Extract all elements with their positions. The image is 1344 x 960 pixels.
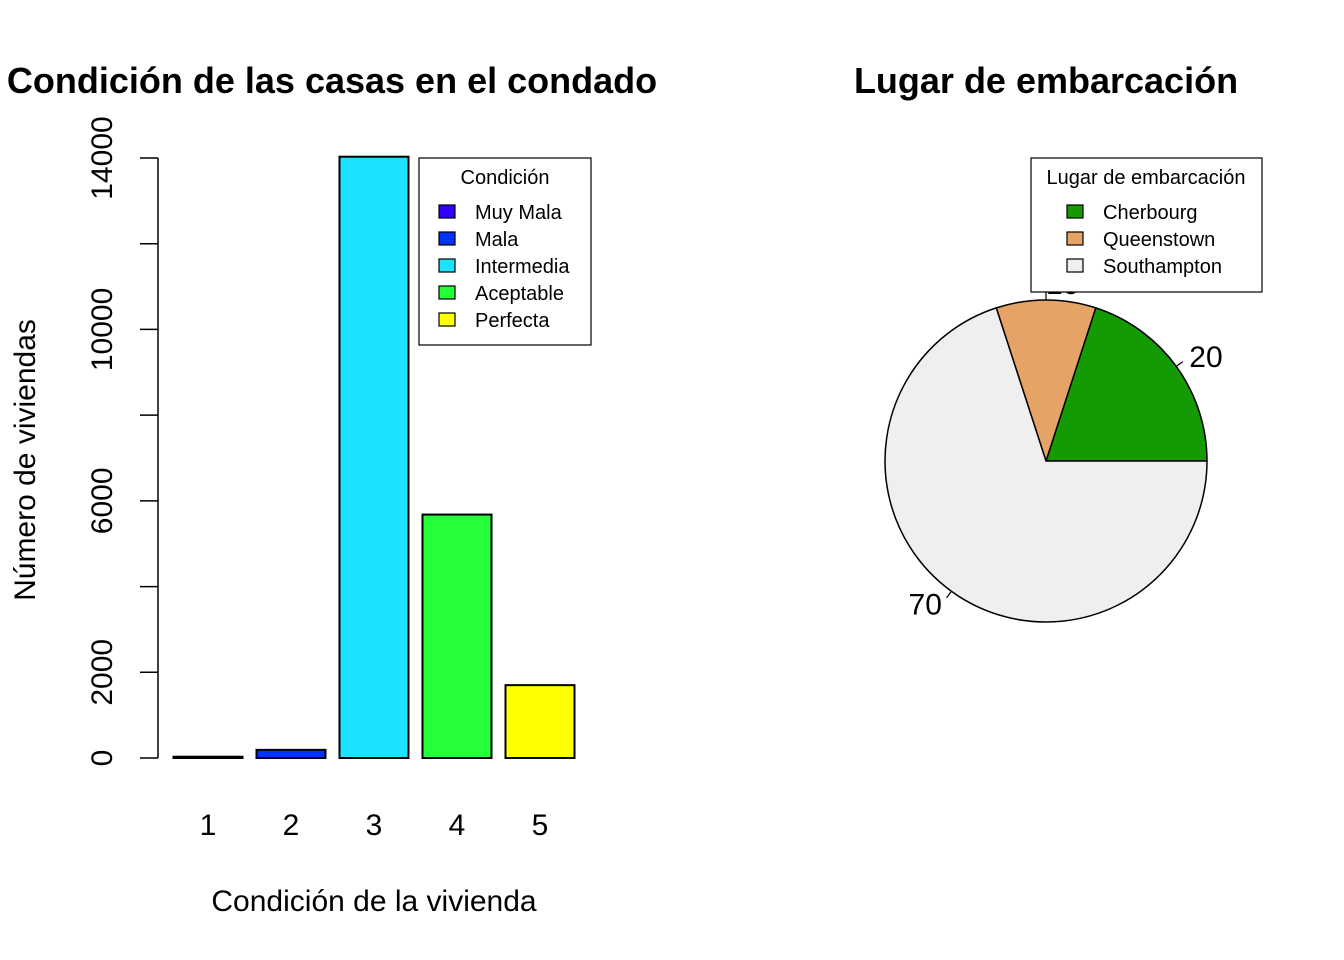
legend-entry: Queenstown [1103,229,1215,251]
pie-slice-cherbourg [1044,306,1208,462]
pie-legend: Lugar de embarcación Cherbourg Queenstown S… [1030,157,1263,293]
legend-title: Condición [461,167,550,189]
bar-chart-title: Condición de las casas en el condado [7,60,657,101]
x-tick-label: 4 [449,809,466,842]
bar-chart-ylabel: Número de viviendas [9,319,42,601]
legend-swatch [438,258,456,273]
bar-3 [338,155,410,759]
legend-entry: Cherbourg [1103,202,1198,224]
legend-entry: Muy Mala [475,202,563,224]
bar-group [172,155,576,760]
bar-4 [421,513,493,759]
pie-chart-title: Lugar de embarcación [854,60,1238,101]
pie-slice-label: 20 [1189,341,1222,374]
legend-swatch [438,204,456,219]
y-axis: 0 2000 6000 10000 14000 [86,116,159,767]
bar-1 [172,755,244,760]
x-tick-label: 1 [200,809,217,842]
pie-slice-label: 70 [909,588,942,621]
bar-legend: Condición Muy Mala Mala Intermedia Aceptable… [418,157,592,346]
legend-entry: Aceptable [475,283,564,305]
pie-group: 201070 [884,268,1223,623]
legend-swatch [438,231,456,246]
bar-2 [255,748,327,759]
pie-slice-queenstown [995,299,1097,464]
legend-swatch [1066,231,1084,246]
pie-slice-southampton [884,306,1208,623]
bar-chart-xlabel: Condición de la vivienda [211,885,537,918]
y-tick-label: 0 [86,750,119,767]
x-tick-label: 2 [283,809,300,842]
y-tick-label: 6000 [86,467,119,534]
pie-label-tick [946,590,952,599]
legend-entry: Southampton [1103,256,1222,278]
legend-entry: Perfecta [475,310,550,332]
legend-entry: Mala [475,229,519,251]
x-tick-labels: 1 2 3 4 5 [200,809,549,842]
legend-swatch [1066,204,1084,219]
y-tick-label: 2000 [86,639,119,706]
legend-entry: Intermedia [475,256,570,278]
legend-swatch [1066,258,1084,273]
legend-swatch [438,312,456,327]
x-tick-label: 3 [366,809,383,842]
pie-label-tick [1175,361,1184,367]
bar-5 [504,684,576,760]
legend-swatch [438,285,456,300]
x-tick-label: 5 [532,809,549,842]
y-tick-label: 10000 [86,288,119,371]
legend-title: Lugar de embarcación [1046,167,1245,189]
y-tick-label: 14000 [86,116,119,199]
